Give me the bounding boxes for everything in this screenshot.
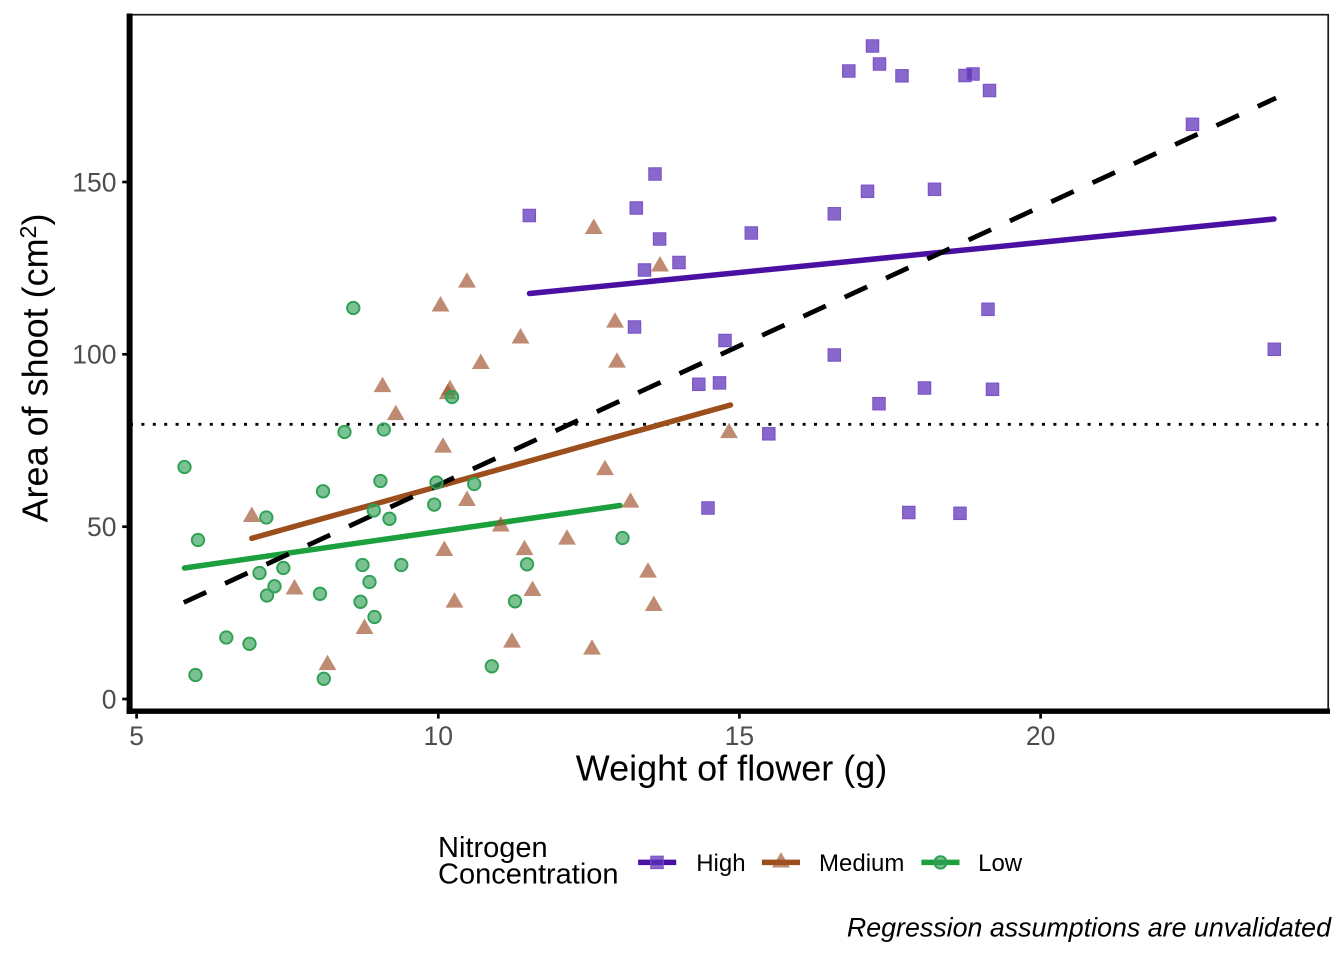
svg-text:5: 5: [129, 721, 144, 751]
svg-text:0: 0: [102, 684, 117, 714]
svg-text:Area of shoot (cm2): Area of shoot (cm2): [15, 214, 56, 523]
svg-text:10: 10: [424, 721, 453, 751]
svg-text:20: 20: [1026, 721, 1055, 751]
svg-text:Medium: Medium: [819, 850, 904, 877]
svg-text:50: 50: [87, 512, 116, 542]
svg-text:Low: Low: [978, 850, 1023, 877]
svg-text:Weight of flower (g): Weight of flower (g): [576, 748, 887, 789]
svg-text:150: 150: [72, 167, 116, 197]
svg-text:High: High: [696, 850, 745, 877]
svg-text:100: 100: [72, 340, 116, 370]
svg-text:Nitrogen: Nitrogen: [438, 832, 548, 864]
svg-text:Regression assumptions are unv: Regression assumptions are unvalidated: [847, 913, 1332, 943]
svg-text:15: 15: [725, 721, 754, 751]
svg-text:Concentration: Concentration: [438, 859, 619, 891]
